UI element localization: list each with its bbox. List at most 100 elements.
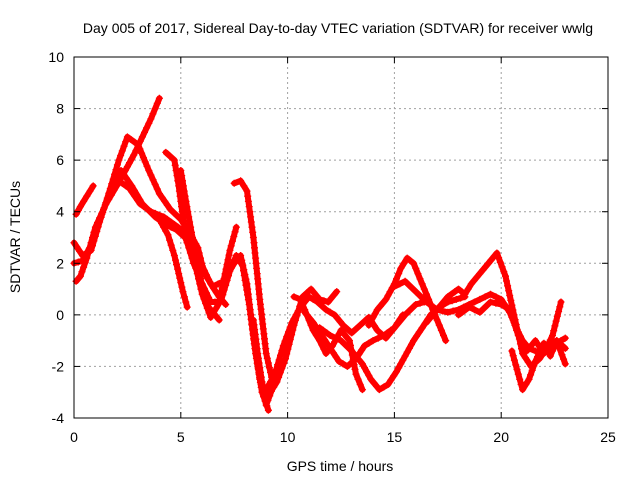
data-point [527,371,535,379]
data-point [393,275,400,283]
data-point [177,279,185,287]
data-point [185,213,193,221]
x-tick-label: 0 [70,429,78,445]
data-point [251,326,259,334]
data-point [219,279,227,287]
x-tick-label: 5 [177,429,185,445]
data-point [348,347,356,355]
data-point [108,182,116,190]
data-point [471,298,478,306]
data-point [506,306,514,314]
data-point [166,205,174,213]
data-point [352,325,360,333]
data-point [339,321,347,329]
data-point [444,293,452,301]
data-point [318,341,326,349]
data-point [183,239,191,247]
data-point [240,267,247,275]
data-point [395,270,403,278]
data-point [141,128,148,136]
x-tick-labels: 0 5 10 15 20 25 [70,429,616,445]
data-point [280,359,288,367]
data-point [326,332,334,339]
data-point [350,361,358,369]
data-point [217,289,225,297]
data-point [162,227,170,235]
data-point [375,386,383,394]
data-point [267,388,274,396]
data-point [123,133,131,141]
data-point [200,290,208,298]
data-point [354,375,362,383]
data-point [141,158,149,166]
axis-ticks [73,56,609,419]
data-point [257,368,264,376]
data-point [277,351,284,359]
data-point [296,295,304,303]
data-point [502,303,509,311]
data-point [74,258,82,266]
data-point [292,311,300,319]
y-tick-label: 0 [56,307,64,323]
data-point [175,270,183,278]
data-point [408,341,415,348]
data-point [196,270,204,278]
data-point [182,228,189,236]
data-point [549,332,556,339]
data-point [228,262,236,270]
data-point [275,356,283,364]
series-line [115,177,229,308]
data-point [126,185,133,192]
data-point [492,293,500,301]
data-point [556,303,564,311]
data-point [415,291,423,299]
data-point [170,252,178,259]
data-point [435,321,443,329]
data-point [240,182,248,190]
data-point [561,334,569,342]
data-point [335,357,343,365]
data-point [352,370,360,378]
data-point [222,265,230,273]
data-point [401,311,409,319]
data-point [294,307,302,315]
data-point [440,297,448,305]
data-point [351,351,359,359]
data-point [530,362,538,370]
data-point [394,320,402,327]
data-point [237,177,245,185]
data-point [514,332,522,339]
data-point [419,295,427,302]
data-point [367,317,375,325]
data-point [245,203,253,211]
data-point [270,383,278,391]
data-point [131,138,138,146]
data-point [329,349,337,357]
data-point [363,368,371,376]
data-point [307,321,315,329]
data-point [284,345,292,353]
data-point [550,327,558,335]
data-point [493,249,501,257]
data-point [290,293,298,301]
data-point [551,342,559,350]
data-point [283,350,291,358]
data-point [561,344,569,352]
data-point [380,332,388,339]
data-point [426,301,434,308]
data-point [244,291,251,299]
data-point [380,383,388,391]
data-point [179,182,187,190]
data-point [437,326,445,334]
data-point [553,337,561,345]
data-point [433,316,441,324]
data-point [170,221,178,229]
data-point [437,301,445,309]
data-point [531,357,539,365]
data-point [274,361,282,369]
data-point [201,294,209,302]
data-point [76,203,84,211]
data-point [371,310,379,318]
data-point [117,152,125,159]
data-point [509,316,517,324]
